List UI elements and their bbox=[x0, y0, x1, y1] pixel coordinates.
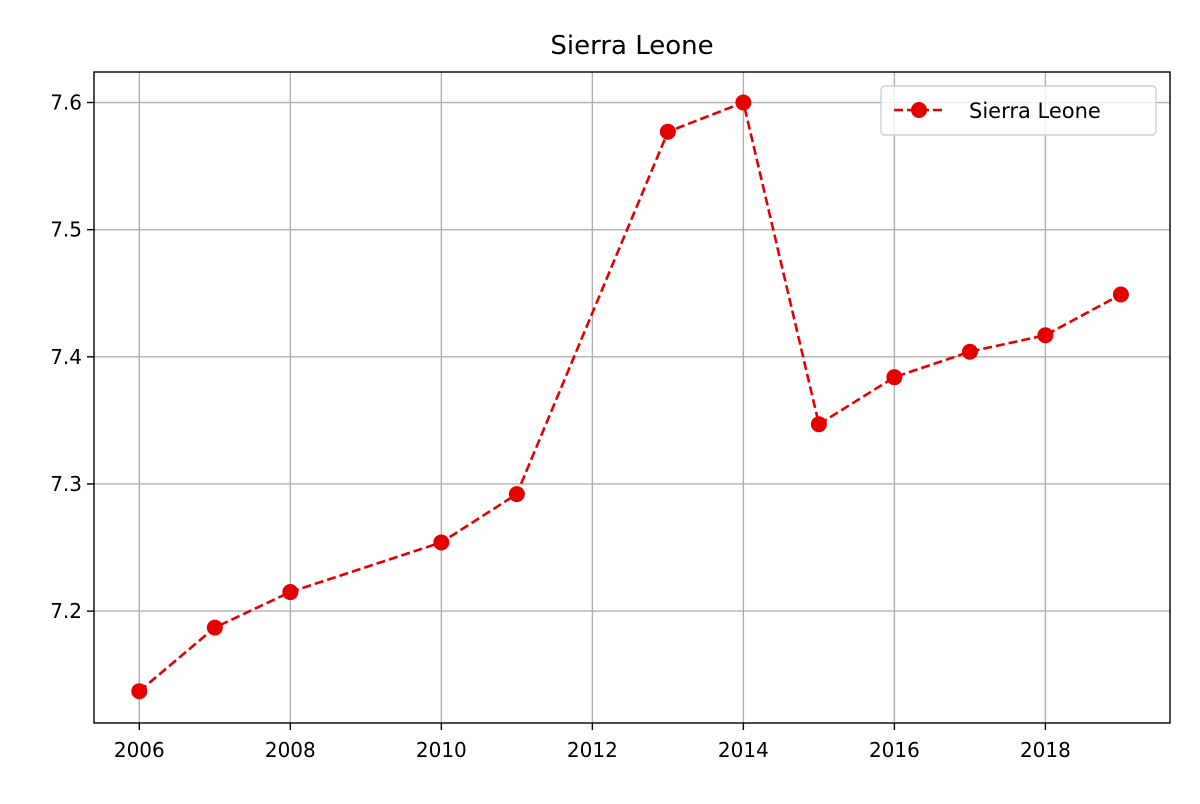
data-point bbox=[131, 683, 148, 700]
legend: Sierra Leone bbox=[880, 85, 1157, 136]
data-point bbox=[886, 369, 903, 386]
y-tick-label: 7.3 bbox=[50, 472, 82, 496]
series-line bbox=[138, 100, 1122, 693]
legend-marker bbox=[911, 102, 927, 118]
legend-label: Sierra Leone bbox=[969, 99, 1101, 123]
x-tick-label: 2006 bbox=[114, 738, 165, 762]
x-tick-label: 2008 bbox=[265, 738, 316, 762]
data-point bbox=[433, 534, 450, 551]
x-tick-label: 2010 bbox=[416, 738, 467, 762]
chart-title: Sierra Leone bbox=[550, 31, 713, 61]
y-tick-label: 7.6 bbox=[50, 91, 82, 115]
y-tick-label: 7.5 bbox=[50, 218, 82, 242]
y-tick-label: 7.2 bbox=[50, 599, 82, 623]
data-point bbox=[508, 486, 525, 503]
x-tick-label: 2018 bbox=[1020, 738, 1071, 762]
legend-box bbox=[880, 85, 1157, 136]
x-tick-label: 2012 bbox=[567, 738, 618, 762]
data-point bbox=[810, 416, 827, 433]
data-point bbox=[282, 584, 299, 601]
y-tick-label: 7.4 bbox=[50, 345, 82, 369]
data-point bbox=[1112, 286, 1129, 303]
grid bbox=[94, 72, 1170, 723]
x-tick-label: 2016 bbox=[869, 738, 920, 762]
data-point bbox=[1037, 327, 1054, 344]
data-point bbox=[735, 94, 752, 111]
plot-frame bbox=[93, 71, 1171, 724]
x-tick-label: 2014 bbox=[718, 738, 769, 762]
x-axis: 2006 2008 2010 2012 2014 2016 2018 bbox=[114, 723, 1071, 762]
data-point bbox=[659, 123, 676, 140]
data-point bbox=[206, 619, 223, 636]
data-point bbox=[961, 343, 978, 360]
series-layer bbox=[131, 94, 1129, 700]
y-axis: 7.2 7.3 7.4 7.5 7.6 bbox=[50, 91, 94, 623]
